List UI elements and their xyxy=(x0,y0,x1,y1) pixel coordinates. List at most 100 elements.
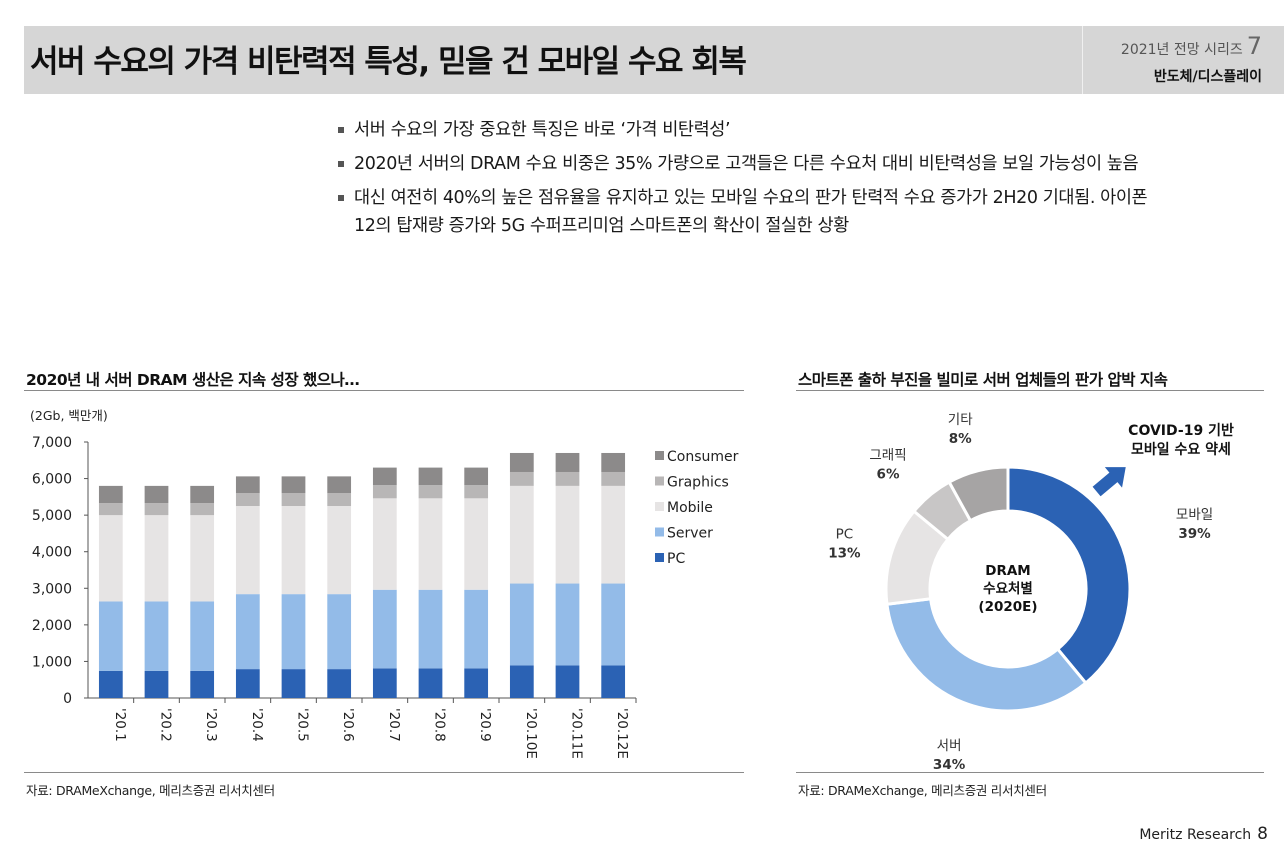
donut-chart: 모바일 39% 서버 34% PC 13% 그래픽 6% 기타 8% DRAM 수요처별 (2020E)… xyxy=(828,412,1234,770)
legend-label-graphics: Graphics xyxy=(667,475,729,491)
bar-segment-graphics xyxy=(372,485,397,499)
x-tick-label: '20.1 xyxy=(112,708,128,742)
y-tick-label: 5,000 xyxy=(32,508,72,524)
slice-label: 기타 xyxy=(948,412,973,428)
left-source: 자료: DRAMeXchange, 메리츠증권 리서치센터 xyxy=(26,783,275,798)
bar-segment-consumer xyxy=(372,467,397,486)
legend-label-pc: PC xyxy=(667,551,685,567)
left-chart-title: 2020년 내 서버 DRAM 생산은 지속 성장 했으나… xyxy=(26,371,360,389)
bar-segment-server xyxy=(190,601,215,671)
footer: Meritz Research 8 xyxy=(1139,824,1268,844)
bar-segment-consumer xyxy=(601,452,626,472)
slice-value-label: 13% xyxy=(828,545,861,561)
bar-segment-graphics xyxy=(601,471,626,486)
bullet-text: 서버 수요의 가장 중요한 특징은 바로 ‘가격 비탄력성’ xyxy=(354,120,731,140)
bar-segment-consumer xyxy=(555,452,580,472)
bar-segment-graphics xyxy=(235,493,260,506)
title-side-box: 2021년 전망 시리즈 7 반도체/디스플레이 xyxy=(1082,26,1284,94)
category-label: 반도체/디스플레이 xyxy=(1153,69,1262,85)
bar-segment-server xyxy=(144,601,169,671)
legend-label-mobile: Mobile xyxy=(667,500,713,516)
arrow-shape xyxy=(1090,465,1128,499)
left-bottom-rule xyxy=(24,772,744,773)
page-number: 8 xyxy=(1257,824,1268,844)
slice-value-label: 8% xyxy=(949,431,972,447)
bar-segment-consumer xyxy=(144,485,169,504)
bar-segment-mobile xyxy=(372,498,397,590)
bar-segment-graphics xyxy=(98,503,123,516)
bar-segment-server xyxy=(372,589,397,669)
slice-label: PC xyxy=(836,526,854,542)
bullet-text: 2020년 서버의 DRAM 수요 비중은 35% 가량으로 고객들은 다른 수… xyxy=(354,154,1139,174)
bullet-item: 2020년 서버의 DRAM 수요 비중은 35% 가량으로 고객들은 다른 수… xyxy=(338,150,1208,178)
bar-segment-graphics xyxy=(555,471,580,486)
bar-segment-pc xyxy=(98,670,123,698)
bullet-square-icon xyxy=(338,161,344,167)
bar-segment-mobile xyxy=(464,498,489,590)
bar-segment-consumer xyxy=(190,485,215,504)
bar-segment-pc xyxy=(372,668,397,698)
bar-segment-pc xyxy=(418,668,443,698)
bar-segment-graphics xyxy=(281,493,306,506)
bar-segment-server xyxy=(418,589,443,669)
bar-segment-server xyxy=(235,594,260,670)
donut-slice xyxy=(947,465,1010,523)
bar-segment-mobile xyxy=(235,506,260,595)
donut-center-label: DRAM xyxy=(985,563,1030,579)
legend-label-consumer: Consumer xyxy=(667,449,739,465)
bar-segment-consumer xyxy=(235,476,260,494)
bar-segment-consumer xyxy=(98,485,123,504)
series-number: 7 xyxy=(1246,32,1262,60)
bar-segment-mobile xyxy=(190,515,215,602)
slice-label: 서버 xyxy=(937,738,962,754)
right-chart-title: 스마트폰 출하 부진을 빌미로 서버 업체들의 판가 압박 지속 xyxy=(798,371,1168,389)
x-tick-label: '20.5 xyxy=(295,708,311,742)
bar-segment-pc xyxy=(190,670,215,698)
bar-segment-pc xyxy=(235,669,260,698)
bar-segment-pc xyxy=(281,669,306,698)
slice-label: 그래픽 xyxy=(869,448,906,464)
x-tick-label: '20.12E xyxy=(614,708,630,759)
bullet-text: 대신 여전히 40%의 높은 점유율을 유지하고 있는 모바일 수요의 판가 탄… xyxy=(354,188,1148,236)
bar-segment-consumer xyxy=(281,476,306,494)
bar-segment-mobile xyxy=(327,506,352,595)
x-tick-label: '20.3 xyxy=(203,708,219,742)
x-tick-label: '20.9 xyxy=(477,708,493,742)
unit-label: (2Gb, 백만개) xyxy=(30,408,108,423)
legend-swatch-pc xyxy=(655,553,664,562)
bar-segment-mobile xyxy=(98,515,123,602)
title-bar: 서버 수요의 가격 비탄력적 특성, 믿을 건 모바일 수요 회복 2021년 … xyxy=(24,26,1284,94)
slice-value-label: 34% xyxy=(933,757,966,770)
y-tick-label: 3,000 xyxy=(32,581,72,597)
y-tick-label: 1,000 xyxy=(32,654,72,670)
donut-center-label: (2020E) xyxy=(978,599,1037,615)
slice-value-label: 6% xyxy=(877,467,900,483)
bullet-square-icon xyxy=(338,127,344,133)
stacked-bar-chart: 0 1,000 2,000 3,000 4,000 5,000 6,000 7,000 '20.… xyxy=(32,435,739,759)
bar-segment-graphics xyxy=(327,493,352,506)
bar-segment-server xyxy=(601,583,626,666)
right-title-rule xyxy=(796,390,1264,391)
donut-slice xyxy=(1006,465,1132,686)
legend-swatch-mobile xyxy=(655,502,664,511)
legend-label-server: Server xyxy=(667,526,713,542)
y-tick-label: 2,000 xyxy=(32,618,72,634)
bar-segment-server xyxy=(281,594,306,670)
bar-segment-consumer xyxy=(509,452,534,472)
bullet-square-icon xyxy=(338,195,344,201)
bar-segment-consumer xyxy=(327,476,352,494)
right-bottom-rule xyxy=(796,772,1264,773)
annotation-text: COVID-19 기반 xyxy=(1128,422,1234,439)
bar-segment-mobile xyxy=(144,515,169,602)
trend-arrow-icon xyxy=(1090,465,1128,499)
y-tick-label: 7,000 xyxy=(32,435,72,451)
x-tick-label: '20.10E xyxy=(523,708,539,759)
x-tick-label: '20.11E xyxy=(569,708,585,759)
page-title: 서버 수요의 가격 비탄력적 특성, 믿을 건 모바일 수요 회복 xyxy=(30,44,747,80)
bar-segment-consumer xyxy=(418,467,443,486)
footer-brand: Meritz Research xyxy=(1139,827,1252,843)
y-tick-label: 4,000 xyxy=(32,545,72,561)
bar-segment-pc xyxy=(464,668,489,698)
x-tick-label: '20.8 xyxy=(432,708,448,742)
bar-segment-server xyxy=(98,601,123,671)
